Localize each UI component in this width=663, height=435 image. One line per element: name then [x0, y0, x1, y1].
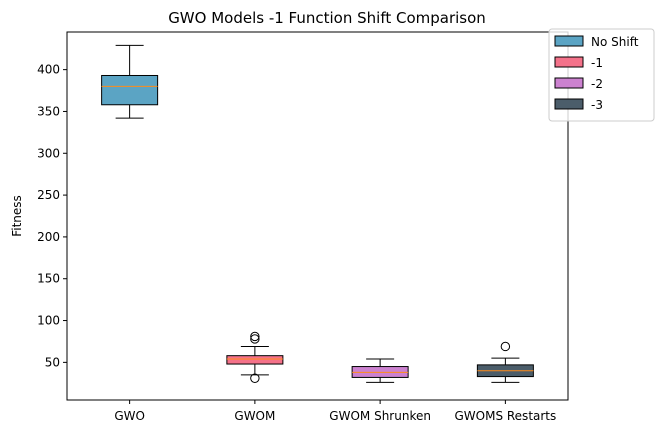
- legend-swatch: [554, 98, 584, 110]
- outlier-point: [500, 341, 511, 352]
- legend-entry: -1: [591, 56, 603, 70]
- box-group-1: [101, 44, 159, 119]
- y-tick-label: 200: [37, 230, 60, 244]
- y-axis: 50 100 150 200 250 300 350 400: [37, 63, 67, 369]
- legend-entry: -2: [591, 77, 603, 91]
- y-tick-label: 300: [37, 146, 60, 160]
- outlier-point: [250, 373, 260, 383]
- axes-frame: [66, 31, 569, 401]
- box-iqr: [101, 74, 159, 106]
- x-tick-label: GWOM: [234, 409, 275, 423]
- x-tick-label: GWOM Shrunken: [329, 409, 431, 423]
- legend-swatch: [554, 35, 584, 47]
- outlier-point: [250, 334, 260, 344]
- box-group-2: [226, 331, 284, 383]
- y-tick-label: 100: [37, 314, 60, 328]
- x-axis: GWO GWOM GWOM Shrunken GWOMS Restarts: [114, 400, 556, 423]
- box-group-3: [351, 358, 409, 383]
- x-tick-label: GWOMS Restarts: [454, 409, 556, 423]
- y-axis-label: Fitness: [10, 195, 24, 237]
- box-iqr: [226, 355, 284, 365]
- y-tick-label: 350: [37, 104, 60, 118]
- legend: No Shift -1 -2 -3: [548, 28, 655, 122]
- legend-swatch: [554, 77, 584, 89]
- y-tick-label: 50: [45, 355, 60, 369]
- legend-entry: -3: [591, 98, 603, 112]
- legend-swatch: [554, 56, 584, 68]
- plot-area: [66, 31, 569, 401]
- y-tick-label: 250: [37, 188, 60, 202]
- legend-entry: No Shift: [591, 35, 639, 49]
- y-tick-label: 400: [37, 63, 60, 77]
- outlier-point: [250, 331, 260, 342]
- y-tick-label: 150: [37, 272, 60, 286]
- x-tick-label: GWO: [114, 409, 145, 423]
- chart-title: GWO Models -1 Function Shift Comparison: [168, 9, 486, 27]
- legend-frame: [548, 28, 655, 122]
- box-group-4: [476, 341, 534, 383]
